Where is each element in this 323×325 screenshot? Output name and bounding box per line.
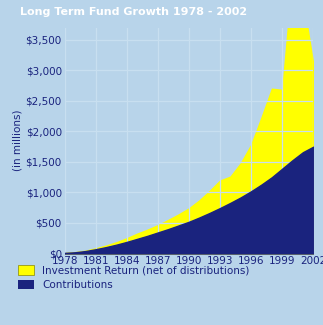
Text: Long Term Fund Growth 1978 - 2002: Long Term Fund Growth 1978 - 2002 bbox=[20, 7, 247, 17]
Y-axis label: (in millions): (in millions) bbox=[13, 110, 23, 171]
Legend: Investment Return (net of distributions), Contributions: Investment Return (net of distributions)… bbox=[18, 265, 249, 290]
